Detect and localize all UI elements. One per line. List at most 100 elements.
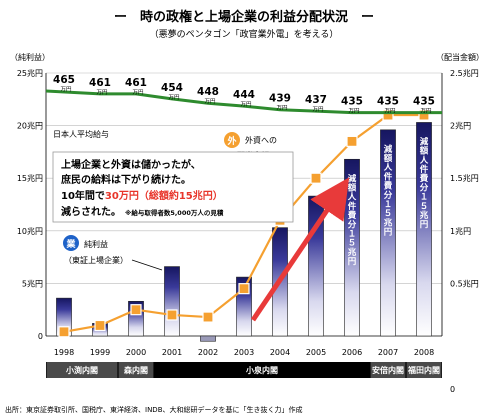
right-tick-label: 1兆円	[450, 226, 471, 236]
left-tick-label: 5兆円	[22, 278, 43, 288]
trend-arrow	[250, 177, 350, 322]
salary-unit-label: 万円	[240, 101, 252, 108]
dividend-marker	[310, 172, 322, 184]
salary-unit-label: 万円	[132, 89, 144, 96]
salary-unit-label: 万円	[420, 108, 432, 115]
x-tick-label: 2000	[126, 348, 146, 357]
dividend-marker	[238, 283, 250, 295]
right-axis-label: （配当金額）	[436, 52, 484, 62]
left-tick-label: 25兆円	[17, 68, 43, 78]
callout-line-1: 上場企業と外資は儲かったが、	[61, 158, 201, 171]
profit-legend-pointer	[131, 259, 163, 271]
x-tick-label: 2005	[306, 348, 326, 357]
cabinet-label: 小渕内閣	[65, 365, 98, 375]
salary-unit-label: 万円	[96, 89, 108, 96]
salary-unit-label: 万円	[204, 98, 216, 105]
x-tick-label: 1999	[90, 348, 110, 357]
right-tick-label: 2.5兆円	[450, 68, 479, 78]
salary-value-label: 461	[125, 77, 147, 89]
profit-bar	[164, 266, 180, 337]
cabinet-segment	[406, 362, 442, 378]
chart-title: ー 時の政権と上場企業の利益分配状況 ー	[114, 9, 374, 25]
callout-line-3c: （総額約15兆円）	[139, 189, 223, 202]
cabinet-segment	[154, 362, 370, 378]
callout-frame	[52, 151, 294, 223]
bar-vertical-label: 減額人件費分１５兆円	[419, 136, 429, 230]
salary-value-label: 444	[233, 89, 255, 101]
salary-value-label: 435	[377, 96, 399, 108]
right-tick-label: 2兆円	[450, 121, 471, 131]
x-tick-label: 2004	[270, 348, 290, 357]
x-axis-labels: 1998 1999 2000 2001 2002 2003 2004 2005 2006 2007…	[54, 348, 434, 357]
salary-label: 日本人平均給与	[53, 129, 109, 139]
cabinet-label: 森内閣	[124, 365, 148, 375]
right-tick-label: 1.5兆円	[450, 173, 479, 183]
profit-badge: 業	[65, 238, 76, 250]
x-tick-label: 2007	[378, 348, 398, 357]
x-tick-label: 2002	[198, 348, 218, 357]
callout-line-3: 10年間で30万円（総額約15兆円）	[61, 189, 223, 202]
foreign-badge: 外	[226, 135, 236, 147]
cabinet-label: 小泉内閣	[245, 365, 278, 375]
cabinet-segment	[118, 362, 154, 378]
profit-bar	[380, 129, 396, 337]
dividend-marker	[130, 304, 142, 316]
salary-value-label: 454	[161, 82, 183, 94]
callout-line-3b: 30万円	[105, 190, 139, 202]
left-tick-label: 0	[38, 332, 43, 341]
dividend-marker	[94, 319, 106, 332]
salary-value-label: 437	[305, 94, 327, 106]
left-tick-label: 15兆円	[17, 173, 43, 183]
dividend-marker	[202, 311, 214, 323]
cabinet-label: 安倍内閣	[372, 365, 404, 375]
dividend-marker	[58, 326, 70, 338]
x-tick-label: 2008	[414, 348, 434, 357]
bar-vertical-label: 減額人件費分１５兆円	[383, 144, 393, 238]
callout-line-4: 減らされた。 ※給与取得者数5,000万人の見積	[61, 205, 224, 218]
salary-unit-label: 万円	[348, 108, 360, 115]
x-tick-label: 2006	[342, 348, 362, 357]
source-note: 出所：東京証券取引所、国税庁、東洋経済、INDB、大和総研データを基に「生き抜く…	[5, 405, 303, 414]
dividend-marker	[166, 309, 178, 321]
cabinet-segment	[46, 362, 118, 378]
salary-unit-label: 万円	[168, 94, 180, 101]
cabinet-bar: 小渕内閣 森内閣 小泉内閣 安倍内閣 福田内閣	[46, 362, 442, 378]
salary-unit-label: 万円	[312, 106, 324, 113]
foreign-label-1: 外資への	[245, 135, 277, 145]
salary-value-label: 435	[341, 96, 363, 108]
salary-unit-label: 万円	[276, 105, 288, 112]
left-axis-ticks: 0 5兆円 10兆円 15兆円 20兆円 25兆円	[17, 68, 43, 341]
profit-bar	[416, 122, 432, 337]
callout-line-3a: 10年間で	[61, 189, 105, 202]
chart-subtitle: （悪夢のペンタゴン「政官業外電」を考える）	[150, 28, 339, 40]
x-tick-label: 2001	[162, 348, 182, 357]
bar-vertical-labels: 減額人件費分１５兆円 減額人件費分１５兆円 減額人件費分１５兆円	[347, 136, 429, 267]
callout-line-2: 庶民の給料は下がり続けた。	[61, 173, 191, 186]
left-tick-label: 10兆円	[17, 226, 43, 236]
right-axis-ticks: 0 0.5兆円 1兆円 1.5兆円 2兆円 2.5兆円	[450, 68, 479, 394]
left-axis-label: （純利益）	[10, 52, 50, 62]
dividend-marker	[346, 135, 358, 147]
salary-value-label: 435	[413, 96, 435, 108]
cabinet-label: 福田内閣	[407, 365, 440, 375]
profit-bar	[200, 335, 216, 342]
cabinet-segment	[370, 362, 406, 378]
right-tick-label: 0.5兆円	[450, 278, 479, 288]
foreign-badge-circle	[224, 132, 240, 148]
salary-value-label: 465	[53, 74, 75, 86]
dividend-marker	[418, 109, 430, 121]
callout-line-4a: 減らされた。	[61, 205, 121, 218]
salary-unit-label: 万円	[60, 86, 72, 93]
left-tick-label: 20兆円	[17, 121, 43, 131]
salary-polyline	[45, 89, 442, 115]
right-tick-label: 0	[450, 385, 455, 394]
salary-value-label: 448	[197, 86, 219, 98]
profit-legend: 業 純利益 （東証上場企業）	[63, 235, 163, 271]
profit-label-2: （東証上場企業）	[64, 255, 128, 265]
callout-box: 上場企業と外資は儲かったが、 庶民の給料は下がり続けた。 10年間で30万円（総…	[52, 151, 294, 223]
callout-line-4b: ※給与取得者数5,000万人の見積	[125, 208, 224, 217]
salary-value-label: 439	[269, 93, 291, 105]
salary-value-label: 461	[89, 77, 111, 89]
